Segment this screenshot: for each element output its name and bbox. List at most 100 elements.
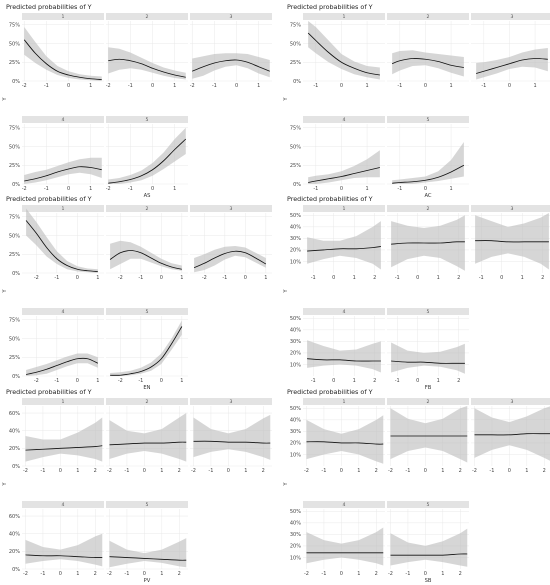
facet-panel-1: 1 -2 -1 0 1 0% 25% 50% 75% — [9, 13, 104, 89]
x-tick-label: 0 — [332, 378, 335, 384]
facet-strip — [387, 398, 469, 405]
x-tick-label: 0 — [67, 83, 70, 89]
x-tick-label: -1 — [397, 186, 402, 192]
facet-label: 4 — [343, 117, 346, 123]
x-tick-label: -2 — [106, 83, 111, 89]
x-tick-label: 0 — [59, 571, 62, 577]
y-axis-title: Y — [2, 289, 8, 294]
x-tick-label: -2 — [388, 468, 393, 474]
x-tick-label: 2 — [541, 275, 544, 281]
x-tick-label: 1 — [365, 83, 368, 89]
x-tick-label: 0 — [143, 468, 146, 474]
facet-strip — [471, 205, 550, 212]
x-tick-label: 1 — [365, 186, 368, 192]
x-tick-label: -1 — [128, 83, 133, 89]
x-axis-title: AS — [144, 193, 151, 199]
facet-label: 1 — [62, 399, 65, 405]
facet-panel-1: 1 -1 0 1 2 10% 20% 30% 40% 50% — [290, 205, 385, 281]
x-tick-label: 2 — [459, 468, 462, 474]
confidence-band — [192, 53, 270, 79]
x-tick-label: 2 — [543, 468, 546, 474]
facet-strip — [22, 308, 104, 315]
prediction-line — [391, 241, 465, 245]
facet-label: 2 — [427, 14, 430, 20]
x-tick-label: 0 — [67, 186, 70, 192]
x-tick-label: 0 — [340, 571, 343, 577]
x-tick-label: 0 — [59, 468, 62, 474]
y-tick-label: 50% — [290, 316, 301, 322]
y-tick-label: 25% — [290, 60, 301, 66]
y-tick-label: 0% — [293, 182, 301, 188]
prediction-line — [25, 445, 103, 451]
x-tick-label: 1 — [76, 571, 79, 577]
y-tick-label: 0% — [12, 567, 20, 573]
prediction-line — [474, 433, 550, 436]
facet-label: 5 — [427, 117, 430, 123]
x-tick-label: -1 — [44, 83, 49, 89]
x-tick-label: 2 — [457, 275, 460, 281]
facet-panel-4: 4 -1 0 1 0% 25% 50% 75% — [290, 116, 385, 192]
facet-panel-5: 5 -2 -1 0 1 2 — [106, 501, 188, 577]
x-tick-label: 1 — [160, 468, 163, 474]
x-tick-label: 1 — [180, 378, 183, 384]
chart-block-3: Predicted probabilities of Y 1 -2 -1 0 1 0% 25%… — [2, 195, 272, 391]
x-tick-label: -2 — [34, 378, 39, 384]
facet-strip — [106, 205, 188, 212]
facet-strip — [106, 308, 188, 315]
y-axis-title: Y — [283, 482, 289, 487]
x-tick-label: 1 — [96, 378, 99, 384]
y-tick-label: 50% — [290, 509, 301, 515]
x-tick-label: -1 — [311, 275, 316, 281]
x-tick-label: 0 — [424, 468, 427, 474]
x-tick-label: 0 — [340, 186, 343, 192]
chart-title: Predicted probabilities of Y — [287, 3, 373, 11]
x-tick-label: 1 — [180, 275, 183, 281]
y-tick-label: 25% — [290, 163, 301, 169]
facet-panel-2: 2 -1 0 1 — [387, 13, 469, 89]
facet-panel-4: 4 -2 -1 0 1 0% 25% 50% 75% — [9, 116, 104, 192]
y-tick-label: 75% — [9, 318, 20, 324]
facet-label: 3 — [511, 399, 514, 405]
y-tick-label: 0% — [12, 79, 20, 85]
x-tick-label: -2 — [107, 468, 112, 474]
prediction-line — [392, 164, 465, 184]
x-axis-title: SB — [425, 578, 432, 584]
facet-strip — [387, 116, 469, 123]
y-tick-label: 50% — [290, 213, 301, 219]
y-tick-label: 40% — [290, 225, 301, 231]
facet-panel-5: 5 -2 -1 0 1 2 — [387, 501, 469, 577]
y-tick-label: 30% — [290, 429, 301, 435]
y-tick-label: 50% — [9, 41, 20, 47]
x-tick-label: -1 — [44, 186, 49, 192]
x-tick-label: -1 — [321, 571, 326, 577]
x-tick-label: 1 — [441, 468, 444, 474]
y-tick-label: 60% — [9, 411, 20, 417]
facet-strip — [303, 13, 385, 20]
facet-label: 2 — [146, 399, 149, 405]
confidence-band — [306, 415, 384, 464]
confidence-band — [391, 342, 465, 374]
x-tick-label: 2 — [375, 468, 378, 474]
facet-strip — [387, 501, 469, 508]
x-tick-label: 1 — [173, 83, 176, 89]
x-tick-label: -1 — [481, 83, 486, 89]
facet-label: 2 — [427, 399, 430, 405]
facet-panel-4: 4 -1 0 1 2 10% 20% 30% 40% 50% — [290, 308, 385, 384]
y-tick-label: 10% — [290, 452, 301, 458]
facet-label: 3 — [230, 14, 233, 20]
facet-panel-5: 5 -1 0 1 2 — [387, 308, 469, 384]
y-tick-label: 20% — [290, 248, 301, 254]
y-tick-label: 60% — [9, 514, 20, 520]
x-tick-label: -1 — [397, 83, 402, 89]
prediction-line — [193, 250, 267, 269]
facet-panel-2: 2 -2 -1 0 1 — [106, 205, 188, 281]
y-axis-title: Y — [283, 289, 289, 294]
facet-panel-5: 5 -2 -1 0 1 — [106, 308, 188, 384]
facet-strip — [22, 205, 104, 212]
x-tick-label: -2 — [23, 468, 28, 474]
facet-strip — [22, 398, 104, 405]
y-tick-label: 40% — [9, 429, 20, 435]
facet-strip — [303, 501, 385, 508]
facet-label: 4 — [62, 117, 65, 123]
facet-panel-5: 5 -1 0 1 — [387, 116, 469, 192]
